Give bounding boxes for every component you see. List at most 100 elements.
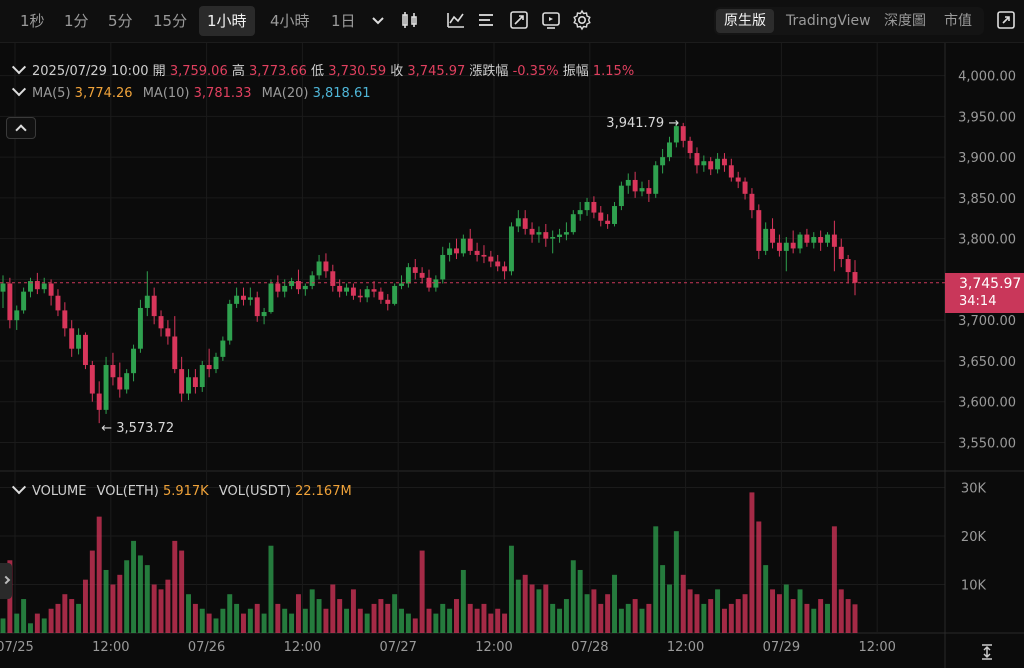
candle-body bbox=[687, 140, 693, 154]
candle-body bbox=[55, 295, 61, 311]
ma-legend: MA(5) 3,774.26 MA(10) 3,781.33 MA(20) 3,… bbox=[11, 82, 371, 101]
candle-body bbox=[811, 237, 817, 243]
volume-bar bbox=[21, 599, 27, 633]
candle-body bbox=[337, 285, 343, 292]
candle-body bbox=[598, 212, 604, 221]
volume-bar bbox=[488, 613, 494, 633]
volume-bar bbox=[563, 599, 569, 633]
candle-body bbox=[21, 291, 27, 311]
volume-bar bbox=[838, 589, 844, 633]
candle-body bbox=[96, 393, 102, 410]
view-tradingview-button[interactable]: TradingView bbox=[786, 13, 871, 29]
candle-body bbox=[268, 283, 274, 313]
chevron-down-icon[interactable] bbox=[366, 8, 390, 32]
volume-bar bbox=[818, 599, 824, 633]
candlestick-chart[interactable]: 3,550.003,600.003,650.003,700.003,750.00… bbox=[0, 43, 1024, 668]
timeframe-1h[interactable]: 1小時 bbox=[199, 6, 255, 36]
candle-type-icon[interactable] bbox=[398, 8, 422, 32]
candle-body bbox=[350, 287, 356, 296]
volume-bar bbox=[76, 603, 82, 633]
candle-body bbox=[89, 365, 95, 394]
candle-body bbox=[206, 365, 212, 370]
volume-bar bbox=[728, 603, 734, 633]
volume-bar bbox=[302, 608, 308, 633]
volume-bar bbox=[282, 608, 288, 633]
volume-bar bbox=[405, 613, 411, 633]
time-tick-label: 12:00 bbox=[475, 640, 512, 655]
replay-icon[interactable] bbox=[539, 8, 563, 32]
low-value: 3,730.59 bbox=[328, 64, 387, 79]
candle-body bbox=[715, 158, 721, 170]
volume-bar bbox=[522, 574, 528, 633]
volume-bar bbox=[632, 599, 638, 633]
candle-body bbox=[680, 126, 686, 141]
candle-body bbox=[247, 297, 253, 300]
draw-icon[interactable] bbox=[507, 8, 531, 32]
volume-bar bbox=[852, 604, 858, 633]
indicator-icon[interactable] bbox=[444, 8, 468, 32]
time-tick-label: 12:00 bbox=[667, 640, 704, 655]
candle-body bbox=[536, 232, 542, 235]
volume-bar bbox=[612, 574, 617, 633]
volume-bar bbox=[454, 599, 459, 633]
candle-body bbox=[790, 242, 796, 249]
candle-body bbox=[241, 295, 246, 300]
volume-bar bbox=[199, 608, 205, 633]
ma10-value: 3,781.33 bbox=[193, 86, 252, 101]
volume-bar bbox=[158, 589, 164, 633]
gear-icon[interactable] bbox=[570, 8, 594, 32]
view-marketcap-button[interactable]: 市值 bbox=[944, 13, 972, 29]
view-depth-button[interactable]: 深度圖 bbox=[884, 13, 926, 29]
timeframe-1m[interactable]: 1分 bbox=[64, 12, 89, 30]
candle-body bbox=[584, 201, 590, 211]
volume-bar bbox=[763, 565, 769, 633]
volume-bar bbox=[467, 603, 473, 633]
volume-bar bbox=[34, 613, 40, 633]
volume-bar bbox=[749, 492, 755, 633]
high-label: 高 bbox=[231, 64, 245, 79]
candle-body bbox=[804, 234, 810, 243]
volume-bar bbox=[557, 608, 563, 633]
volume-bar bbox=[179, 550, 185, 633]
candle-body bbox=[419, 272, 425, 278]
close-label: 收 bbox=[390, 64, 404, 79]
volume-bar bbox=[502, 613, 508, 633]
timeframe-15m[interactable]: 15分 bbox=[153, 12, 188, 30]
candle-body bbox=[460, 238, 466, 254]
volume-bar bbox=[254, 603, 260, 633]
volume-bar bbox=[261, 613, 267, 633]
view-native-button[interactable]: 原生版 bbox=[716, 9, 774, 33]
volume-bar bbox=[625, 603, 631, 633]
price-tick-label: 3,850.00 bbox=[958, 192, 1016, 207]
candle-body bbox=[295, 281, 301, 290]
settings-list-icon[interactable] bbox=[474, 8, 498, 32]
volume-bar bbox=[570, 560, 576, 633]
timeframe-1s[interactable]: 1秒 bbox=[20, 12, 45, 30]
ma5-label: MA(5) bbox=[32, 86, 71, 101]
candle-body bbox=[708, 161, 714, 170]
candle-body bbox=[0, 283, 6, 292]
candle-body bbox=[110, 365, 116, 378]
candle-body bbox=[467, 238, 473, 251]
volume-bar bbox=[82, 579, 88, 633]
sidebar-expand-handle[interactable] bbox=[0, 563, 12, 599]
candle-body bbox=[186, 377, 191, 394]
candle-body bbox=[151, 295, 157, 317]
chevron-up-icon bbox=[15, 124, 27, 136]
chevron-down-icon[interactable] bbox=[11, 60, 27, 75]
collapse-legend-button[interactable] bbox=[6, 117, 36, 139]
volume-bar bbox=[811, 608, 817, 633]
volume-bar bbox=[825, 603, 830, 633]
candle-body bbox=[7, 283, 13, 321]
high-annotation: 3,941.79 → bbox=[606, 116, 679, 131]
volume-bar bbox=[110, 584, 116, 633]
scale-adjust-icon[interactable] bbox=[980, 644, 994, 660]
volume-legend: VOLUME VOL(ETH) 5.917K VOL(USDT) 22.167M bbox=[11, 480, 352, 499]
timeframe-1d[interactable]: 1日 bbox=[331, 12, 356, 30]
fullscreen-icon[interactable] bbox=[994, 8, 1018, 32]
timeframe-5m[interactable]: 5分 bbox=[108, 12, 133, 30]
candle-body bbox=[316, 261, 322, 276]
candle-body bbox=[172, 336, 178, 370]
volume-bar bbox=[378, 599, 384, 633]
timeframe-4h[interactable]: 4小時 bbox=[270, 12, 310, 30]
